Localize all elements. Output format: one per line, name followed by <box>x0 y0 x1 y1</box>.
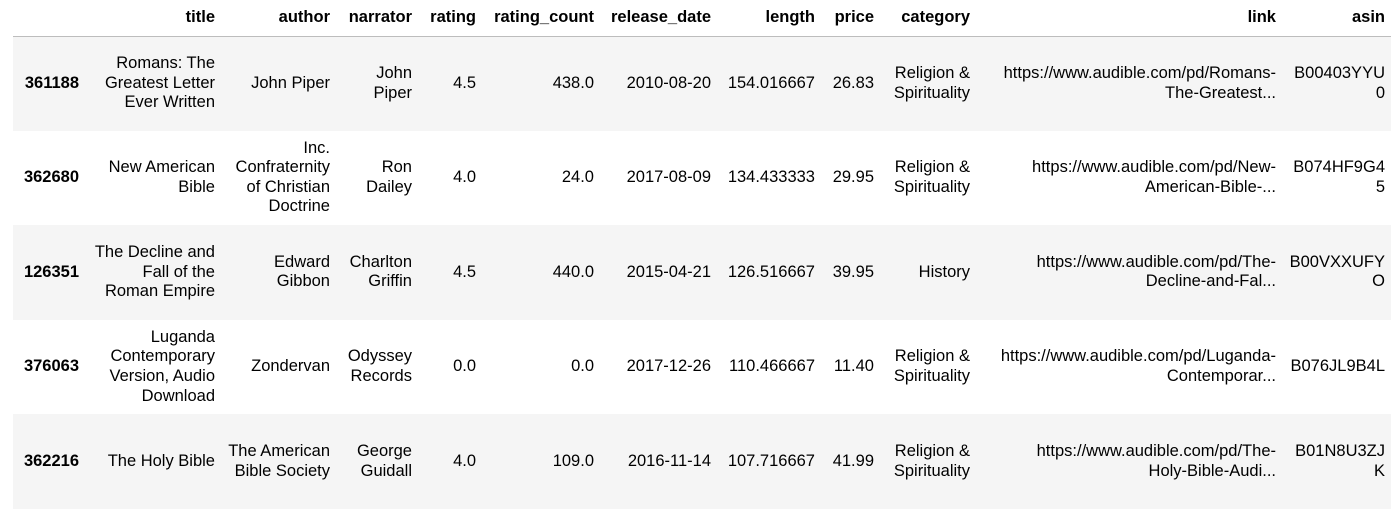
cell-link: https://www.audible.com/pd/New- American-… <box>976 131 1282 226</box>
cell-narrator: Charlton Griffin <box>349 252 412 291</box>
cell-narrator: Ron Dailey <box>366 158 412 196</box>
cell-category: Religion & Spirituality <box>893 63 970 102</box>
cell-length: 110.466667 <box>729 357 815 376</box>
cell-narrator: Odyssey Records <box>347 347 412 386</box>
cell-release-date: 2010-08-20 <box>626 73 711 92</box>
cell-length: 134.433333 <box>727 168 815 187</box>
cell-price: 11.40 <box>833 357 874 376</box>
cell-link: https://www.audible.com/pd/The- Holy-Bibl… <box>976 414 1282 509</box>
link-line-1: https://www.audible.com/pd/Luganda- <box>1000 347 1276 366</box>
header-rating-count: rating_count <box>482 0 600 37</box>
header-author: author <box>221 0 336 37</box>
cell-asin: B00403YYU0 <box>1294 63 1385 102</box>
row-index: 362216 <box>23 451 79 470</box>
header-row: title author narrator rating rating_coun… <box>13 0 1391 37</box>
link-line-2: Contemporar... <box>1166 367 1276 386</box>
cell-title: Romans: The Greatest Letter Ever Written <box>104 54 215 112</box>
table-row: 362680 New American Bible Inc. Confrater… <box>13 130 1391 226</box>
cell-rating-count: 109.0 <box>552 451 594 470</box>
cell-rating: 4.5 <box>453 73 476 92</box>
cell-category: History <box>918 262 970 281</box>
header-price: price <box>821 0 880 37</box>
link-line-2: American-Bible-... <box>1144 177 1276 196</box>
header-narrator: narrator <box>336 0 418 37</box>
cell-rating-count: 440.0 <box>552 262 594 281</box>
dataframe-table: title author narrator rating rating_coun… <box>13 0 1391 509</box>
cell-category: Religion & Spirituality <box>893 158 970 196</box>
row-index: 126351 <box>23 262 79 281</box>
cell-price: 41.99 <box>832 451 874 470</box>
cell-release-date: 2017-08-09 <box>626 168 711 187</box>
cell-length: 154.016667 <box>727 73 815 92</box>
cell-link: https://www.audible.com/pd/The- Decline-a… <box>976 225 1282 320</box>
cell-link: https://www.audible.com/pd/Luganda- Conte… <box>976 320 1282 415</box>
link-line-1: https://www.audible.com/pd/The- <box>1036 252 1276 271</box>
cell-author: Inc. Confraternity of Christian Doctrine <box>235 138 330 216</box>
cell-title: The Holy Bible <box>107 451 215 470</box>
cell-author: Zondervan <box>251 357 330 376</box>
header-rating: rating <box>418 0 482 37</box>
cell-asin: B00VXXUFYO <box>1289 252 1385 291</box>
cell-author: The American Bible Society <box>228 442 330 480</box>
link-line-1: https://www.audible.com/pd/The- <box>1036 442 1276 461</box>
table-row: 126351 The Decline and Fall of the Roman… <box>13 225 1391 320</box>
cell-narrator: George Guidall <box>356 442 412 480</box>
cell-rating-count: 24.0 <box>561 168 594 187</box>
cell-rating: 0.0 <box>453 357 476 376</box>
cell-rating: 4.5 <box>453 262 476 281</box>
header-category: category <box>880 0 976 37</box>
cell-category: Religion & Spirituality <box>893 347 970 386</box>
header-link: link <box>976 0 1282 37</box>
link-line-2: The-Greatest... <box>1165 83 1276 102</box>
cell-asin: B076JL9B4L <box>1290 357 1386 376</box>
cell-title: Luganda Contemporary Version, Audio Down… <box>109 327 216 405</box>
row-index: 361188 <box>24 73 79 92</box>
table-row: 362216 The Holy Bible The American Bible… <box>13 414 1391 509</box>
cell-length: 126.516667 <box>727 262 815 281</box>
header-index <box>13 0 85 37</box>
cell-asin: B074HF9G45 <box>1293 158 1385 196</box>
link-line-2: Holy-Bible-Audi... <box>1148 461 1276 480</box>
row-index: 376063 <box>23 357 79 376</box>
cell-price: 39.95 <box>832 262 874 281</box>
cell-release-date: 2015-04-21 <box>626 262 711 281</box>
header-length: length <box>717 0 821 37</box>
table-body: 361188 Romans: The Greatest Letter Ever … <box>13 36 1391 509</box>
header-release-date: release_date <box>600 0 717 37</box>
cell-title: New American Bible <box>108 158 215 196</box>
cell-author: John Piper <box>251 73 330 92</box>
link-line-1: https://www.audible.com/pd/Romans- <box>1003 63 1276 82</box>
cell-rating: 4.0 <box>453 451 476 470</box>
cell-asin: B01N8U3ZJK <box>1295 442 1385 480</box>
header-title: title <box>85 0 221 37</box>
header-asin: asin <box>1282 0 1391 37</box>
link-line-1: https://www.audible.com/pd/New- <box>1032 158 1276 177</box>
cell-length: 107.716667 <box>727 451 815 470</box>
link-line-2: Decline-and-Fal... <box>1145 272 1276 291</box>
cell-rating-count: 438.0 <box>552 73 594 92</box>
cell-link: https://www.audible.com/pd/Romans- The-Gr… <box>976 36 1282 131</box>
table-header: title author narrator rating rating_coun… <box>13 0 1391 37</box>
cell-release-date: 2016-11-14 <box>627 451 711 470</box>
cell-release-date: 2017-12-26 <box>626 357 711 376</box>
cell-title: The Decline and Fall of the Roman Empire <box>94 243 215 301</box>
cell-narrator: John Piper <box>373 63 412 102</box>
cell-rating-count: 0.0 <box>571 357 594 376</box>
cell-price: 29.95 <box>832 168 874 187</box>
row-index: 362680 <box>23 168 79 187</box>
cell-price: 26.83 <box>832 73 874 92</box>
table-row: 361188 Romans: The Greatest Letter Ever … <box>13 36 1391 131</box>
table-row: 376063 Luganda Contemporary Version, Aud… <box>13 319 1391 415</box>
cell-category: Religion & Spirituality <box>893 442 970 480</box>
cell-author: Edward Gibbon <box>274 252 330 291</box>
cell-rating: 4.0 <box>453 168 476 187</box>
